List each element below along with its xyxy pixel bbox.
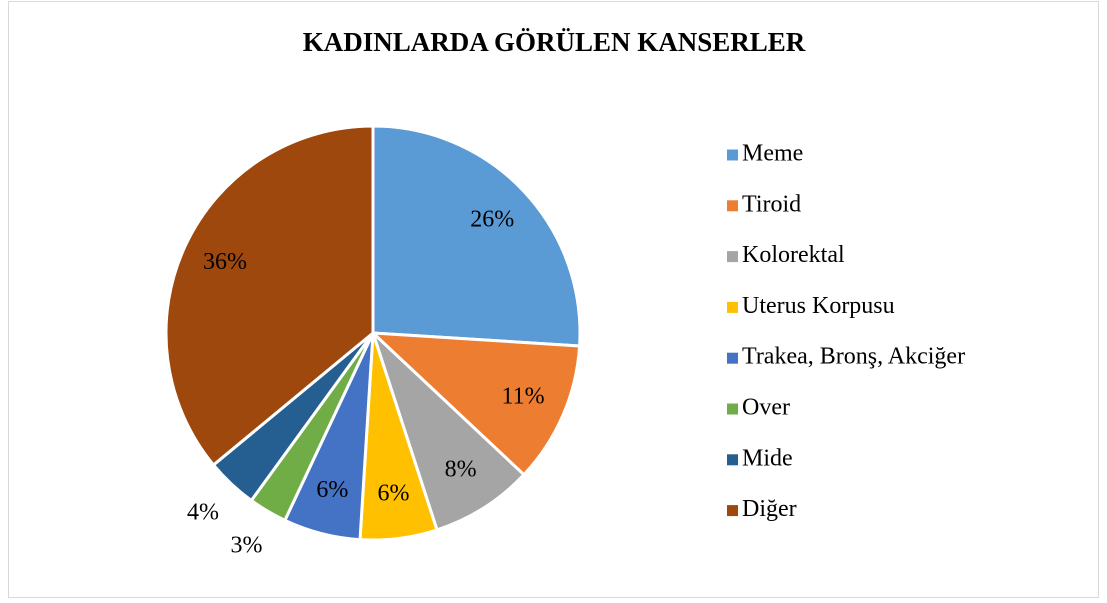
legend-swatch — [727, 200, 738, 212]
data-label: 4% — [187, 500, 219, 526]
chart-title: KADINLARDA GÖRÜLEN KANSERLER — [303, 27, 806, 57]
pie-slice — [368, 331, 582, 477]
data-label: 36% — [203, 249, 247, 275]
legend-swatch — [727, 301, 738, 313]
legend-swatch — [727, 352, 738, 364]
legend-swatch — [727, 149, 738, 161]
legend-swatch — [727, 505, 738, 517]
legend-label: Diğer — [742, 496, 797, 522]
legend-swatch — [727, 454, 738, 466]
legend-label: Over — [742, 395, 790, 421]
legend-label: Mide — [742, 445, 793, 471]
legend-swatch — [727, 403, 738, 415]
legend-label: Kolorektal — [742, 242, 845, 268]
data-label: 8% — [445, 457, 477, 483]
data-label: 11% — [502, 383, 545, 409]
legend-label: Uterus Korpusu — [742, 293, 895, 319]
data-label: 26% — [470, 207, 514, 233]
data-label: 6% — [316, 477, 348, 503]
data-label: 3% — [231, 532, 263, 558]
pie-slice — [371, 331, 527, 532]
pie-slice — [371, 124, 582, 348]
legend-swatch — [727, 251, 738, 263]
data-label: 6% — [377, 481, 409, 507]
pie-slice — [164, 124, 375, 468]
legend-label: Tiroid — [742, 191, 801, 217]
legend-label: Meme — [742, 141, 803, 167]
legend-label: Trakea, Bronş, Akciğer — [742, 344, 965, 370]
